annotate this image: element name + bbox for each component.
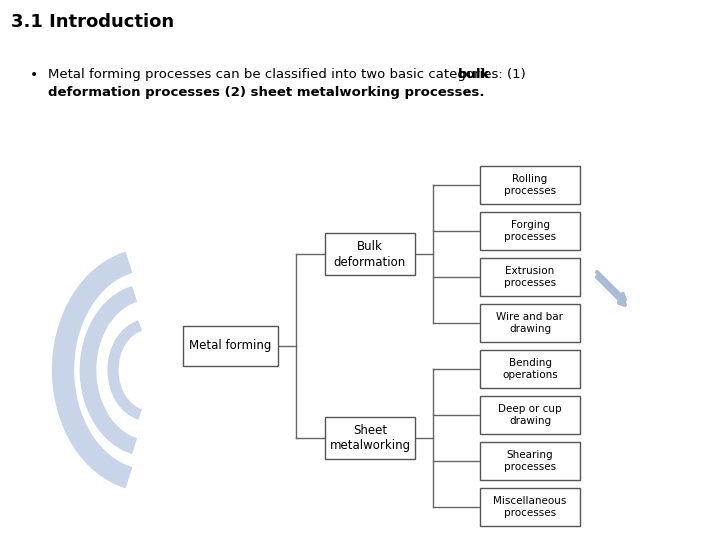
- Text: •: •: [30, 68, 38, 82]
- Text: Deep or cup
drawing: Deep or cup drawing: [498, 404, 562, 426]
- Text: bulk: bulk: [458, 68, 491, 81]
- Text: deformation processes (2) sheet metalworking processes.: deformation processes (2) sheet metalwor…: [48, 86, 485, 99]
- FancyBboxPatch shape: [480, 304, 580, 342]
- Text: Metal forming processes can be classified into two basic categories: (1): Metal forming processes can be classifie…: [48, 68, 530, 81]
- Text: Shearing
processes: Shearing processes: [504, 450, 556, 472]
- Text: Rolling
processes: Rolling processes: [504, 174, 556, 196]
- FancyBboxPatch shape: [480, 166, 580, 204]
- FancyBboxPatch shape: [480, 442, 580, 480]
- Text: Bulk
deformation: Bulk deformation: [334, 240, 406, 268]
- Text: Sheet
metalworking: Sheet metalworking: [330, 423, 410, 453]
- FancyBboxPatch shape: [480, 258, 580, 296]
- FancyBboxPatch shape: [325, 233, 415, 275]
- Text: Miscellaneous
processes: Miscellaneous processes: [493, 496, 567, 518]
- FancyBboxPatch shape: [480, 488, 580, 526]
- FancyBboxPatch shape: [325, 417, 415, 459]
- Text: Metal forming: Metal forming: [189, 340, 271, 353]
- FancyBboxPatch shape: [480, 212, 580, 250]
- FancyBboxPatch shape: [182, 326, 277, 366]
- FancyBboxPatch shape: [480, 396, 580, 434]
- Text: Extrusion
processes: Extrusion processes: [504, 266, 556, 288]
- Text: Wire and bar
drawing: Wire and bar drawing: [497, 312, 564, 334]
- Text: 3.1 Introduction: 3.1 Introduction: [11, 13, 174, 31]
- FancyBboxPatch shape: [480, 350, 580, 388]
- Text: Bending
operations: Bending operations: [502, 358, 558, 380]
- Text: Forging
processes: Forging processes: [504, 220, 556, 242]
